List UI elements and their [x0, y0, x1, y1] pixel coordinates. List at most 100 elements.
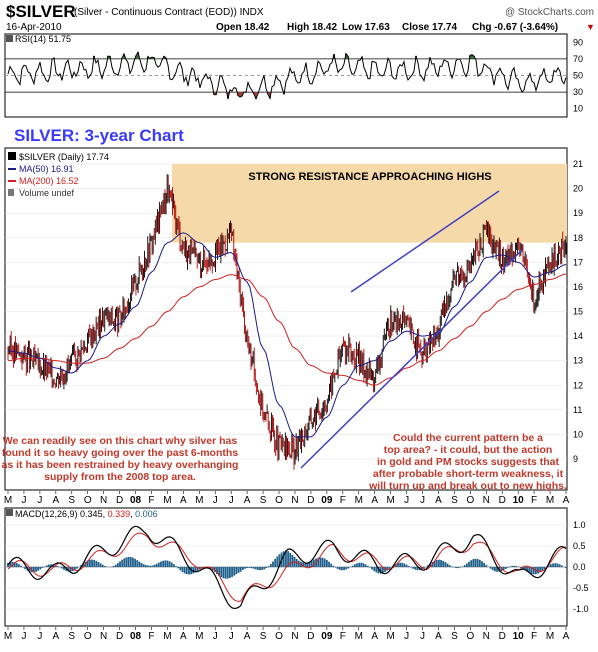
- x-axis-label: N: [483, 495, 490, 506]
- x-axis-label: 08: [130, 631, 142, 642]
- low-value: Low 17.63: [342, 22, 390, 33]
- rsi-tick-label: 90: [573, 37, 583, 47]
- x-axis-label: D: [499, 495, 506, 506]
- x-axis-label: N: [100, 631, 107, 642]
- x-axis-label: S: [68, 495, 75, 506]
- x-axis-label: O: [84, 495, 92, 506]
- x-axis-label: M: [4, 631, 12, 642]
- rsi-tick-label: 10: [573, 104, 583, 114]
- x-axis-label: M: [163, 631, 171, 642]
- x-axis-label: M: [386, 495, 394, 506]
- x-axis-label: 10: [513, 631, 525, 642]
- price-legend-swatch: [8, 152, 16, 160]
- ma50-line: [7, 232, 567, 438]
- annotation-right-line: top area? - it could, but the action: [384, 444, 553, 456]
- x-axis-label: A: [52, 631, 59, 642]
- x-axis-label: A: [563, 495, 570, 506]
- x-axis-label: S: [68, 631, 75, 642]
- x-axis-label: J: [404, 631, 409, 642]
- x-axis-label: J: [37, 631, 42, 642]
- x-axis-label: F: [148, 631, 154, 642]
- x-axis-label: M: [195, 631, 203, 642]
- x-axis-label: M: [355, 495, 363, 506]
- price-bars: [7, 174, 567, 470]
- x-axis-label: S: [451, 631, 458, 642]
- price-tick-label: 19: [573, 208, 583, 218]
- watermark: @ StockCharts.com: [505, 7, 594, 18]
- x-axis-label: J: [213, 631, 218, 642]
- x-axis-label: F: [340, 631, 346, 642]
- down-arrow-icon: ▼: [586, 22, 595, 32]
- price-tick-label: 13: [573, 356, 583, 366]
- x-axis-label: O: [275, 495, 283, 506]
- x-axis-label: O: [84, 631, 92, 642]
- x-axis-label: S: [451, 495, 458, 506]
- price-tick-label: 10: [573, 429, 583, 439]
- x-axis-label: A: [435, 631, 442, 642]
- x-axis-label: 10: [513, 495, 525, 506]
- x-axis-label: D: [307, 495, 314, 506]
- x-axis-label: A: [563, 631, 570, 642]
- annotation-right-line: after probable short-term weakness, it: [373, 468, 564, 480]
- macd-tick-label: -0.5: [573, 583, 589, 593]
- x-axis-label: A: [435, 495, 442, 506]
- legend-main: $SILVER (Daily) 17.74: [19, 152, 109, 162]
- price-tick-label: 20: [573, 184, 583, 194]
- rsi-tick-label: 30: [573, 87, 583, 97]
- x-axis-label: J: [229, 631, 234, 642]
- symbol-description: (Silver - Continuous Contract (EOD)) IND…: [74, 7, 264, 18]
- ma200-line: [7, 273, 567, 386]
- x-axis-label: F: [148, 495, 154, 506]
- annotation-left-line: found it so heavy going over the past 6-…: [2, 447, 238, 459]
- macd-line: [7, 525, 567, 610]
- x-axis-label: M: [546, 631, 554, 642]
- macd-tick-label: 0.0: [573, 562, 586, 572]
- x-axis-label: J: [213, 495, 218, 506]
- price-tick-label: 12: [573, 380, 583, 390]
- x-axis-label: A: [371, 495, 378, 506]
- x-axis-label: N: [100, 495, 107, 506]
- resistance-band: [172, 164, 567, 243]
- rsi-line: [7, 50, 567, 101]
- high-value: High 18.42: [287, 22, 337, 33]
- resistance-label: STRONG RESISTANCE APPROACHING HIGHS: [248, 171, 491, 183]
- legend-volume: Volume undef: [19, 188, 75, 198]
- annotation-left-line: as it has been restrained by heavy overh…: [2, 459, 239, 471]
- x-axis-label: S: [260, 495, 267, 506]
- x-axis-label: 08: [130, 495, 142, 506]
- x-axis-label: M: [163, 495, 171, 506]
- annotation-left: We can readily see on this chart why sil…: [2, 435, 239, 483]
- price-tick-label: 18: [573, 233, 583, 243]
- annotation-left-line: We can readily see on this chart why sil…: [3, 435, 238, 447]
- x-axis-label: J: [21, 631, 26, 642]
- x-axis-label: J: [229, 495, 234, 506]
- price-tick-label: 9: [573, 454, 578, 464]
- x-axis-label: J: [420, 631, 425, 642]
- macd-value: 0.345: [80, 509, 103, 519]
- close-value: Close 17.74: [402, 22, 457, 33]
- x-axis-label: D: [116, 631, 123, 642]
- macd-signal-value: 0.339: [108, 509, 131, 519]
- x-axis-label: D: [116, 495, 123, 506]
- x-axis-label: M: [4, 495, 12, 506]
- rsi-tick-label: 70: [573, 54, 583, 64]
- price-tick-label: 17: [573, 257, 583, 267]
- price-legend: $SILVER (Daily) 17.74 MA(50) 16.91 MA(20…: [8, 152, 109, 198]
- x-axis-label: F: [531, 631, 537, 642]
- x-axis-label: A: [244, 495, 251, 506]
- x-axis-label: A: [180, 631, 187, 642]
- x-axis-label: O: [275, 631, 283, 642]
- x-axis-label: D: [307, 631, 314, 642]
- x-axis-label: M: [546, 495, 554, 506]
- rsi-label: RSI(14) 51.75: [15, 34, 71, 44]
- macd-icon: [6, 509, 13, 516]
- symbol-title: $SILVER: [6, 2, 76, 21]
- x-axis-label: A: [180, 495, 187, 506]
- x-axis-label: D: [499, 631, 506, 642]
- x-axis-label: J: [21, 495, 26, 506]
- macd-label: MACD(12,26,9) 0.345, 0.339, 0.006: [15, 509, 158, 519]
- legend-ma50: MA(50) 16.91: [19, 164, 74, 174]
- rsi-icon: [6, 35, 13, 42]
